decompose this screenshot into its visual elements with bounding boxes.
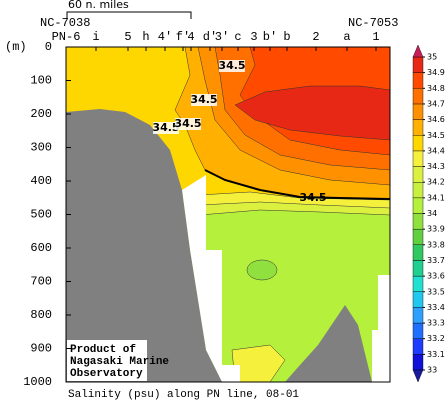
y-tick-label: 900 — [30, 342, 52, 356]
colorbar-cell — [412, 56, 424, 73]
station-label: 4' — [158, 30, 172, 44]
colorbar-cell — [412, 181, 424, 199]
seabed — [285, 305, 372, 382]
colorbar-cell — [412, 88, 424, 105]
y-axis-label: (m) — [5, 40, 27, 54]
station-label: a — [343, 30, 350, 44]
colorbar-label: 33.6 — [427, 272, 445, 281]
no-data — [372, 275, 390, 382]
colorbar-cell — [412, 338, 424, 355]
station-label: f' — [176, 30, 190, 44]
colorbar-over — [412, 44, 424, 58]
colorbar-label: 33.5 — [427, 287, 445, 296]
contour-line — [204, 169, 391, 200]
colorbar-cell — [412, 322, 424, 339]
contour-label-bg — [153, 122, 179, 134]
contour-label: 34.5 — [299, 191, 326, 204]
scale-bar-label: 60 n. miles — [68, 0, 129, 11]
colorbar-label: 33.9 — [427, 225, 445, 234]
colorbar-cell — [412, 213, 424, 230]
contour-label: 34.5 — [218, 59, 245, 72]
colorbar-label: 34.6 — [427, 115, 445, 124]
colorbar-cell — [412, 166, 424, 183]
colorbar-label: 33.8 — [427, 240, 445, 249]
y-tick-label: 1000 — [23, 375, 52, 389]
colorbar-label: 33.4 — [427, 303, 445, 312]
station-label: PN-6 — [52, 30, 81, 44]
credit-text: Nagasaki Marine — [70, 356, 169, 368]
station-label: d' — [203, 30, 217, 44]
station-label: 2 — [312, 30, 319, 44]
scale-bar — [66, 11, 192, 19]
credit-text: Observatory — [70, 368, 143, 380]
colorbar-label: 34.9 — [427, 68, 445, 77]
contour-label: 34.5 — [174, 117, 201, 130]
y-tick-label: 300 — [30, 141, 52, 155]
colorbar-cell — [412, 197, 424, 214]
credit-text: Product of — [70, 344, 136, 356]
credit-box — [67, 340, 147, 381]
salinity-band — [246, 259, 278, 281]
colorbar-cell — [412, 291, 424, 308]
left-station-id: NC-7038 — [40, 16, 90, 30]
station-label: 1 — [372, 30, 379, 44]
y-tick-label: 500 — [30, 208, 52, 222]
contour-label: 34.5 — [152, 121, 179, 134]
station-label: 5 — [124, 30, 131, 44]
colorbar-label: 34.3 — [427, 162, 445, 171]
contour-label-bg — [219, 60, 245, 72]
colorbar-cell — [412, 260, 424, 277]
colorbar-label: 34.5 — [427, 131, 445, 140]
y-tick-label: 400 — [30, 174, 52, 188]
colorbar-cell — [412, 354, 424, 371]
station-label: 4 — [187, 30, 194, 44]
y-tick-label: 700 — [30, 275, 52, 289]
station-label: c — [234, 30, 241, 44]
station-label: b — [283, 30, 290, 44]
station-label: 3 — [250, 30, 257, 44]
y-tick-label: 0 — [45, 40, 52, 54]
seabed — [66, 109, 222, 382]
colorbar-label: 33.7 — [427, 256, 445, 265]
colorbar-cell — [412, 228, 424, 245]
station-label: i — [92, 30, 99, 44]
colorbar-label: 33.3 — [427, 319, 445, 328]
colorbar-cell — [412, 307, 424, 324]
no-data — [182, 175, 240, 382]
colorbar-label: 34.7 — [427, 99, 445, 108]
y-tick-label: 100 — [30, 74, 52, 88]
colorbar-cell — [412, 119, 424, 136]
colorbar-label: 34.8 — [427, 84, 445, 93]
colorbar-under — [412, 369, 424, 383]
station-label: 3' — [215, 30, 229, 44]
colorbar-cell — [412, 244, 424, 261]
colorbar-cell — [412, 275, 424, 292]
colorbar-cell — [412, 103, 424, 120]
colorbar-cell — [412, 135, 424, 152]
colorbar-label: 34.4 — [427, 146, 445, 155]
contour-label: 34.5 — [190, 93, 217, 106]
colorbar-label: 33.1 — [427, 350, 445, 359]
station-label: h — [142, 30, 149, 44]
chart-title: Salinity (psu) along PN line, 08-01 — [68, 389, 299, 400]
contour-label-bg — [175, 118, 201, 130]
colorbar-label: 34 — [427, 209, 437, 218]
colorbar-label: 35 — [427, 53, 437, 62]
y-tick-label: 600 — [30, 241, 52, 255]
colorbar-label: 34.1 — [427, 193, 445, 202]
colorbar-cell — [412, 72, 424, 89]
colorbar-label: 33.2 — [427, 334, 445, 343]
right-station-id: NC-7053 — [348, 16, 398, 30]
y-tick-label: 800 — [30, 308, 52, 322]
y-tick-label: 200 — [30, 107, 52, 121]
station-label: b' — [263, 30, 277, 44]
colorbar-label: 34.2 — [427, 178, 445, 187]
contour-label-bg — [191, 94, 217, 106]
colorbar-cell — [412, 150, 424, 167]
colorbar-label: 33 — [427, 366, 437, 375]
